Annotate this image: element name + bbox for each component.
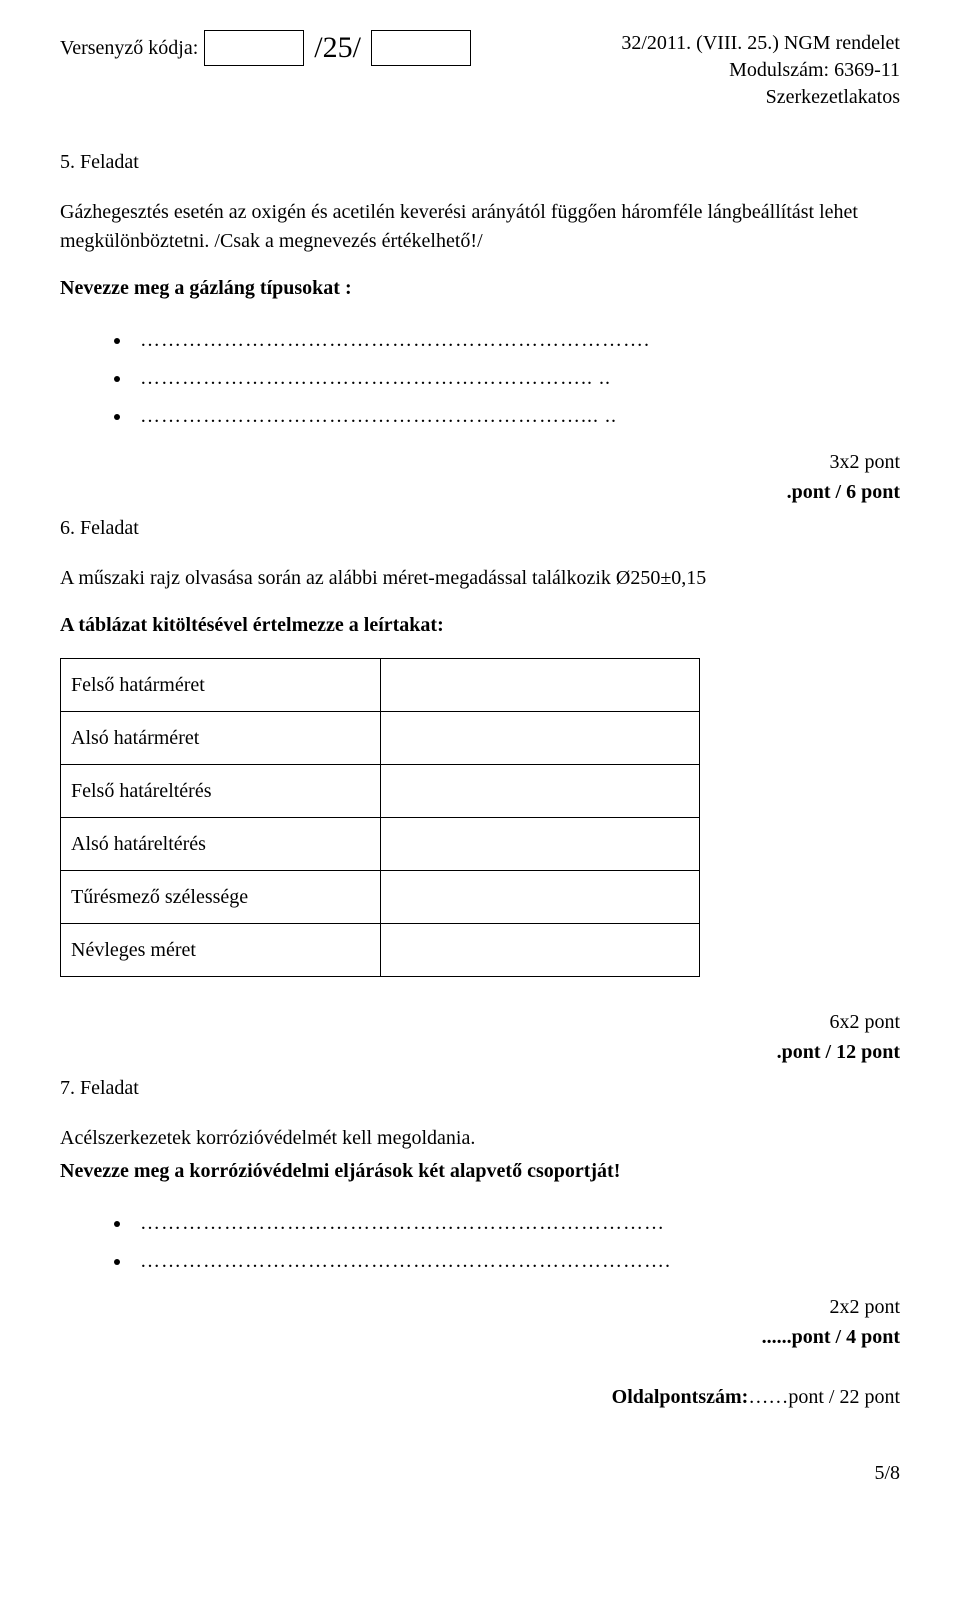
task6-points: 6x2 pont .pont / 12 pont (60, 1007, 900, 1067)
oldalpont-value: ……pont / 22 pont (748, 1386, 900, 1408)
task5-title: 5. Feladat (60, 151, 900, 174)
table-value-cell[interactable] (380, 924, 700, 977)
table-label-cell: Felső határeltérés (61, 765, 381, 818)
table-label-cell: Alsó határeltérés (61, 818, 381, 871)
task7-points: 2x2 pont ......pont / 4 pont (60, 1292, 900, 1352)
table-value-cell[interactable] (380, 871, 700, 924)
task7-title: 7. Feladat (60, 1077, 900, 1100)
task5-bullet-2[interactable]: ……………………………………………………….. .. (132, 359, 900, 397)
task6-paragraph: A műszaki rajz olvasása során az alábbi … (60, 564, 900, 593)
table-label-cell: Felső határméret (61, 659, 381, 712)
page-header: Versenyző kódja: /25/ 32/2011. (VIII. 25… (60, 30, 900, 111)
task7-points-line2: ......pont / 4 pont (60, 1322, 900, 1352)
task6-title: 6. Feladat (60, 517, 900, 540)
task5-bullet-list: ………………………………………………………………. ……………………………………… (60, 321, 900, 435)
task5-bullet-2-line: ……………………………………………………….. .. (140, 367, 611, 389)
table-row: Felső határméret (61, 659, 700, 712)
task7-points-line1: 2x2 pont (60, 1292, 900, 1322)
task5-points-line2: .pont / 6 pont (60, 477, 900, 507)
task5-paragraph: Gázhegesztés esetén az oxigén és acetilé… (60, 198, 900, 256)
table-label-cell: Névleges méret (61, 924, 381, 977)
table-value-cell[interactable] (380, 712, 700, 765)
page-total-points: Oldalpontszám:……pont / 22 pont (60, 1382, 900, 1412)
header-right: 32/2011. (VIII. 25.) NGM rendelet Moduls… (621, 30, 900, 111)
oldalpont-label: Oldalpontszám: (612, 1386, 749, 1408)
task6-points-line1: 6x2 pont (60, 1007, 900, 1037)
header-regulation-line: 32/2011. (VIII. 25.) NGM rendelet (621, 30, 900, 57)
table-label-cell: Alsó határméret (61, 712, 381, 765)
code-mid-slash: /25/ (310, 31, 365, 65)
tolerance-table: Felső határméret Alsó határméret Felső h… (60, 658, 700, 977)
table-row: Alsó határméret (61, 712, 700, 765)
task5-prompt: Nevezze meg a gázláng típusokat : (60, 274, 900, 303)
table-value-cell[interactable] (380, 765, 700, 818)
task7-paragraph: Acélszerkezetek korrózióvédelmét kell me… (60, 1124, 900, 1153)
table-row: Névleges méret (61, 924, 700, 977)
header-module-line: Modulszám: 6369-11 (621, 57, 900, 84)
competitor-code-label: Versenyző kódja: (60, 37, 198, 60)
table-value-cell[interactable] (380, 818, 700, 871)
header-profession-line: Szerkezetlakatos (621, 84, 900, 111)
task5-bullet-3-line: ………………………………………………………... .. (140, 405, 617, 427)
header-left: Versenyző kódja: /25/ (60, 30, 471, 66)
task5-bullet-1[interactable]: ………………………………………………………………. (132, 321, 900, 359)
page-number: 5/8 (60, 1462, 900, 1485)
task7-bullet-1-line: ………………………………………………………………… (140, 1212, 665, 1234)
competitor-code-box-2[interactable] (371, 30, 471, 66)
table-label-cell: Tűrésmező szélessége (61, 871, 381, 924)
task7-bullet-1[interactable]: ………………………………………………………………… (132, 1204, 900, 1242)
task6-points-line2: .pont / 12 pont (60, 1037, 900, 1067)
table-row: Alsó határeltérés (61, 818, 700, 871)
page: Versenyző kódja: /25/ 32/2011. (VIII. 25… (0, 0, 960, 1605)
task5-bullet-1-line: ………………………………………………………………. (140, 329, 650, 351)
table-row: Felső határeltérés (61, 765, 700, 818)
task5-bullet-3[interactable]: ………………………………………………………... .. (132, 397, 900, 435)
task7-prompt: Nevezze meg a korrózióvédelmi eljárások … (60, 1157, 900, 1186)
task5-points: 3x2 pont .pont / 6 pont (60, 447, 900, 507)
table-value-cell[interactable] (380, 659, 700, 712)
table-row: Tűrésmező szélessége (61, 871, 700, 924)
task7-bullet-2-line: …………………………………………………………………. (140, 1250, 671, 1272)
task6-prompt: A táblázat kitöltésével értelmezze a leí… (60, 611, 900, 640)
task7-bullet-2[interactable]: …………………………………………………………………. (132, 1242, 900, 1280)
task7-bullet-list: ………………………………………………………………… ……………………………………… (60, 1204, 900, 1280)
competitor-code-box-1[interactable] (204, 30, 304, 66)
task5-points-line1: 3x2 pont (60, 447, 900, 477)
